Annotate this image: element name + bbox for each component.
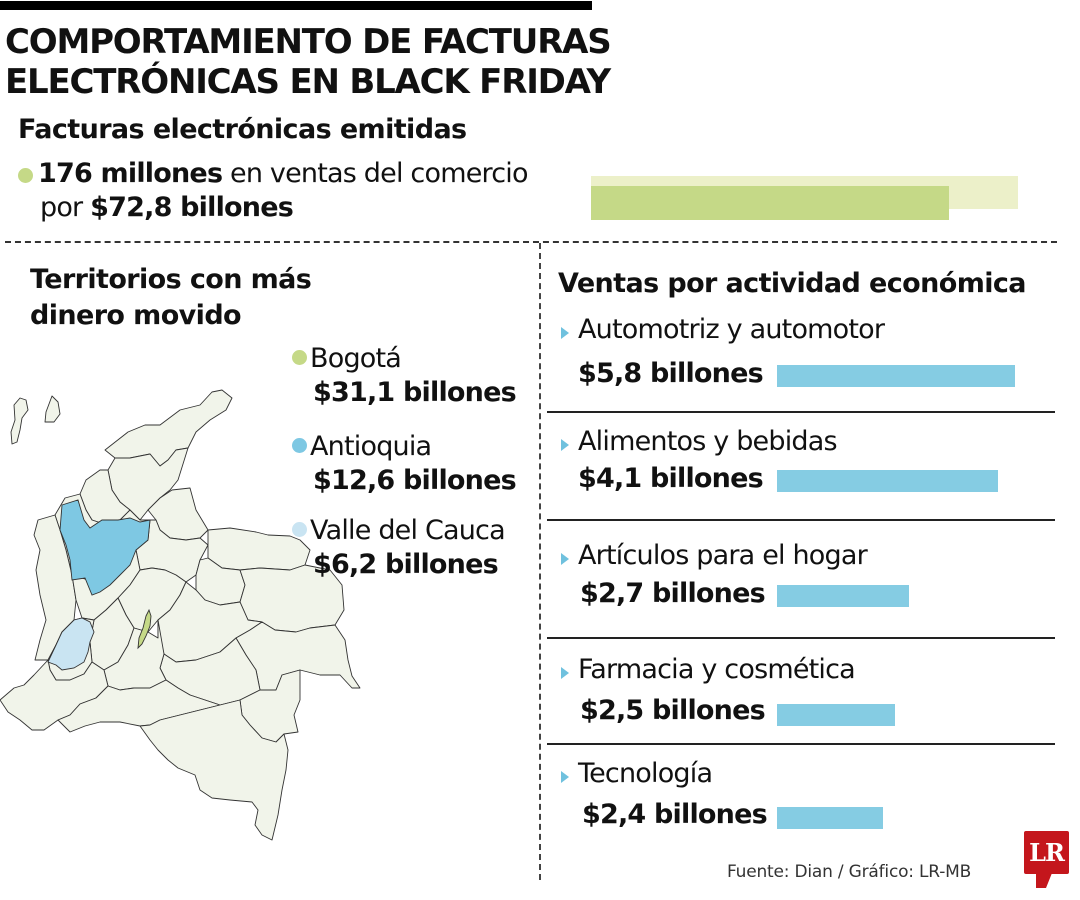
territories-heading-line-2: dinero movido	[30, 300, 242, 331]
invoices-amount-line: por $72,8 billones	[40, 192, 294, 223]
horizontal-divider	[5, 241, 1057, 243]
lr-logo-tail-icon	[1036, 873, 1052, 888]
row-separator	[547, 519, 1055, 521]
activity-label: Automotriz y automotor	[578, 314, 885, 345]
invoices-count-text: en ventas del comercio	[222, 158, 528, 189]
activity-value: $4,1 billones	[578, 463, 764, 494]
valle-dot-icon	[292, 522, 307, 537]
territory-name: Bogotá	[310, 343, 402, 374]
activity-label: Artículos para el hogar	[578, 540, 868, 571]
activity-bar-hogar	[777, 585, 909, 607]
map-bogota	[137, 608, 152, 650]
bullet-triangle-icon	[561, 553, 569, 565]
activity-bar-alimentos	[777, 470, 998, 492]
island-san-andres	[10, 397, 29, 445]
antioquia-dot-icon	[292, 438, 307, 453]
bullet-triangle-icon	[561, 667, 569, 679]
activity-value: $5,8 billones	[578, 358, 764, 389]
invoices-amount-prefix: por	[40, 192, 91, 223]
activity-label: Farmacia y cosmética	[578, 654, 856, 685]
island-providencia	[44, 395, 61, 423]
activity-value: $2,4 billones	[582, 799, 768, 830]
bullet-triangle-icon	[561, 771, 569, 783]
map-valle-del-cauca	[47, 617, 95, 671]
territory-item-antioquia: Antioquia $12,6 billones	[292, 430, 517, 498]
colombia-map	[0, 389, 361, 841]
territories-heading-line-1: Territorios con más	[30, 264, 312, 295]
bullet-triangle-icon	[561, 327, 569, 339]
invoices-bar-amount	[591, 186, 949, 220]
invoices-count: 176 millones	[38, 158, 223, 189]
source-credit: Fuente: Dian / Gráfico: LR-MB	[727, 862, 972, 882]
territory-item-bogota: Bogotá $31,1 billones	[292, 342, 517, 410]
territory-name: Valle del Cauca	[310, 515, 506, 546]
dept-amazonas	[139, 699, 289, 841]
invoices-count-line: 176 millones en ventas del comercio	[18, 158, 528, 189]
territories-heading: Territorios con más dinero movido	[30, 262, 312, 334]
dept-la-guajira-cesar	[104, 389, 233, 467]
activity-value: $2,5 billones	[580, 695, 766, 726]
territory-item-valle: Valle del Cauca $6,2 billones	[292, 514, 506, 582]
territory-value: $6,2 billones	[313, 549, 499, 580]
title-line-1: COMPORTAMIENTO DE FACTURAS	[5, 22, 612, 62]
territory-value: $12,6 billones	[313, 465, 517, 496]
dept-cauca-narino	[0, 659, 109, 731]
vertical-divider	[539, 243, 541, 880]
map-antioquia	[59, 499, 151, 596]
activity-bar-tecnologia	[777, 807, 883, 829]
row-separator	[547, 411, 1055, 413]
bogota-dot-icon	[292, 350, 307, 365]
invoices-heading: Facturas electrónicas emitidas	[18, 114, 467, 145]
activity-value: $2,7 billones	[580, 578, 766, 609]
activity-bar-farmacia	[777, 704, 895, 726]
top-rule	[0, 1, 592, 10]
row-separator	[547, 743, 1055, 745]
title-line-2: ELECTRÓNICAS EN BLACK FRIDAY	[5, 62, 611, 102]
activity-label: Alimentos y bebidas	[578, 426, 838, 457]
page-title: COMPORTAMIENTO DE FACTURAS ELECTRÓNICAS …	[5, 22, 612, 102]
activity-label: Tecnología	[578, 758, 713, 789]
territory-value: $31,1 billones	[313, 377, 517, 408]
lr-logo: LR	[1024, 831, 1069, 874]
row-separator	[547, 637, 1055, 639]
activity-bar-automotriz	[777, 365, 1015, 387]
invoices-dot-icon	[18, 168, 33, 183]
dept-putumayo-caqueta	[57, 679, 221, 733]
bullet-triangle-icon	[561, 439, 569, 451]
invoices-amount: $72,8 billones	[90, 192, 294, 223]
territory-name: Antioquia	[310, 431, 432, 462]
activities-heading: Ventas por actividad económica	[558, 268, 1027, 299]
